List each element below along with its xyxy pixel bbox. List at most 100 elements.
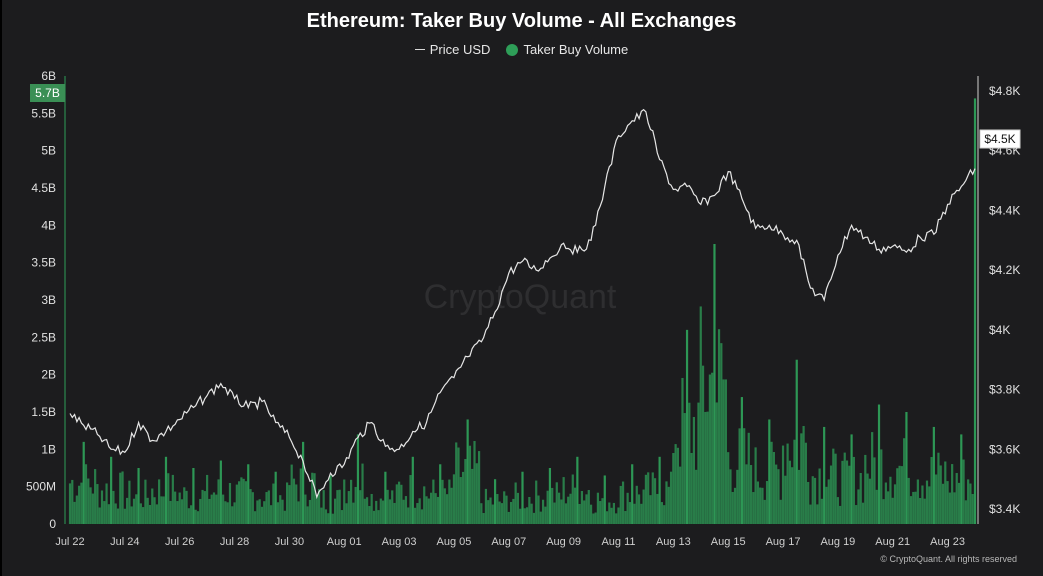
legend: Price USD Taker Buy Volume xyxy=(0,42,1043,57)
volume-bar xyxy=(795,359,798,524)
volume-bar xyxy=(78,485,81,524)
volume-bar xyxy=(971,493,974,524)
x-tick-label: Jul 22 xyxy=(55,536,84,548)
volume-bar xyxy=(265,492,268,524)
right-tick-label: $3.4K xyxy=(989,502,1020,516)
x-tick-label: Aug 23 xyxy=(930,536,965,548)
volume-bar xyxy=(845,460,849,524)
volume-bar xyxy=(247,464,250,524)
volume-bar xyxy=(139,503,142,524)
volume-bar xyxy=(142,507,145,524)
left-axis-ticks: 6B 5.5B 5B 4.5B 4B 3.5B 3B 2.5B 2B 1.5B 1B 500M 0 xyxy=(26,69,56,531)
volume-bar xyxy=(354,486,357,524)
volume-bar xyxy=(656,493,659,524)
volume-bar xyxy=(441,479,444,524)
volume-bar xyxy=(957,482,961,524)
volume-bar xyxy=(183,487,186,524)
volume-bar xyxy=(752,492,755,524)
left-tick-label: 2B xyxy=(41,368,56,382)
volume-bar xyxy=(212,492,216,524)
volume-bar xyxy=(80,482,83,524)
left-tick-label: 2.5B xyxy=(31,330,56,344)
volume-bar xyxy=(368,506,371,524)
volume-bar xyxy=(896,468,899,524)
volume-bar xyxy=(777,469,780,524)
volume-bar xyxy=(256,500,259,524)
volume-bar xyxy=(880,449,883,524)
volume-bar xyxy=(306,506,309,524)
volume-bar xyxy=(372,510,376,524)
volume-bar xyxy=(528,496,531,524)
volume-bar xyxy=(171,474,174,524)
volume-bar xyxy=(969,483,972,524)
x-tick-label: Jul 30 xyxy=(275,536,304,548)
volume-bar xyxy=(781,445,785,524)
volume-bar xyxy=(704,411,707,524)
volume-bar xyxy=(361,463,364,524)
volume-bar xyxy=(692,416,696,524)
legend-item-price[interactable]: Price USD xyxy=(414,42,490,57)
volume-bar xyxy=(873,457,876,524)
volume-bar xyxy=(772,452,775,524)
volume-bar xyxy=(231,506,234,524)
volume-bar xyxy=(829,465,833,524)
chart-title: Ethereum: Taker Buy Volume - All Exchang… xyxy=(306,10,737,32)
volume-bar xyxy=(75,495,78,524)
volume-bar xyxy=(663,505,666,524)
volume-bar xyxy=(921,485,924,524)
volume-bar xyxy=(916,479,919,524)
volume-bar xyxy=(722,379,725,524)
x-tick-label: Jul 28 xyxy=(220,536,249,548)
volume-bar xyxy=(128,480,131,524)
volume-bar xyxy=(557,492,561,524)
volume-bar xyxy=(967,479,970,524)
volume-bar xyxy=(320,507,323,524)
volume-bar xyxy=(603,475,606,524)
volume-bar xyxy=(322,490,325,524)
volume-bar xyxy=(601,498,604,524)
volume-bar xyxy=(158,479,161,524)
volume-bar xyxy=(407,507,410,524)
x-tick-label: Aug 07 xyxy=(491,536,526,548)
volume-bar xyxy=(343,479,346,524)
volume-bar xyxy=(807,481,810,524)
watermark-text: CryptoQuant xyxy=(424,278,617,316)
volume-bar xyxy=(238,481,241,524)
volume-bar xyxy=(71,479,74,524)
left-tick-label: 6B xyxy=(41,69,56,83)
volume-dot-icon xyxy=(506,43,519,56)
right-tick-label: $4.2K xyxy=(989,263,1020,277)
volume-bar xyxy=(551,487,554,524)
volume-bar xyxy=(87,478,90,524)
x-tick-label: Aug 01 xyxy=(327,536,362,548)
volume-bar xyxy=(683,413,686,524)
volume-bar xyxy=(802,426,805,524)
volume-bar xyxy=(73,501,76,524)
volume-bar xyxy=(235,484,238,524)
volume-bar xyxy=(445,494,449,524)
latest-volume-badge-label: 5.7B xyxy=(35,86,60,100)
volume-bar xyxy=(167,473,170,524)
legend-label-volume: Taker Buy Volume xyxy=(523,42,629,57)
volume-bar xyxy=(503,491,506,524)
volume-bar xyxy=(217,479,220,524)
volume-bar xyxy=(953,492,956,524)
volume-bar xyxy=(779,499,782,524)
volume-bar xyxy=(548,468,552,524)
volume-bar xyxy=(94,469,97,524)
volume-bar xyxy=(905,412,908,524)
volume-bar xyxy=(583,500,586,524)
volume-bar xyxy=(841,460,844,524)
volume-bar xyxy=(215,494,218,524)
volume-bar xyxy=(222,494,225,524)
volume-bar xyxy=(180,499,184,524)
volume-bar xyxy=(818,468,821,524)
volume-bar xyxy=(340,510,344,524)
volume-bar xyxy=(775,464,778,524)
volume-bar xyxy=(530,503,533,524)
legend-item-volume[interactable]: Taker Buy Volume xyxy=(506,42,628,57)
volume-bar xyxy=(516,492,520,524)
volume-bar xyxy=(281,499,284,524)
volume-bar xyxy=(112,490,115,524)
volume-bar xyxy=(347,491,350,524)
